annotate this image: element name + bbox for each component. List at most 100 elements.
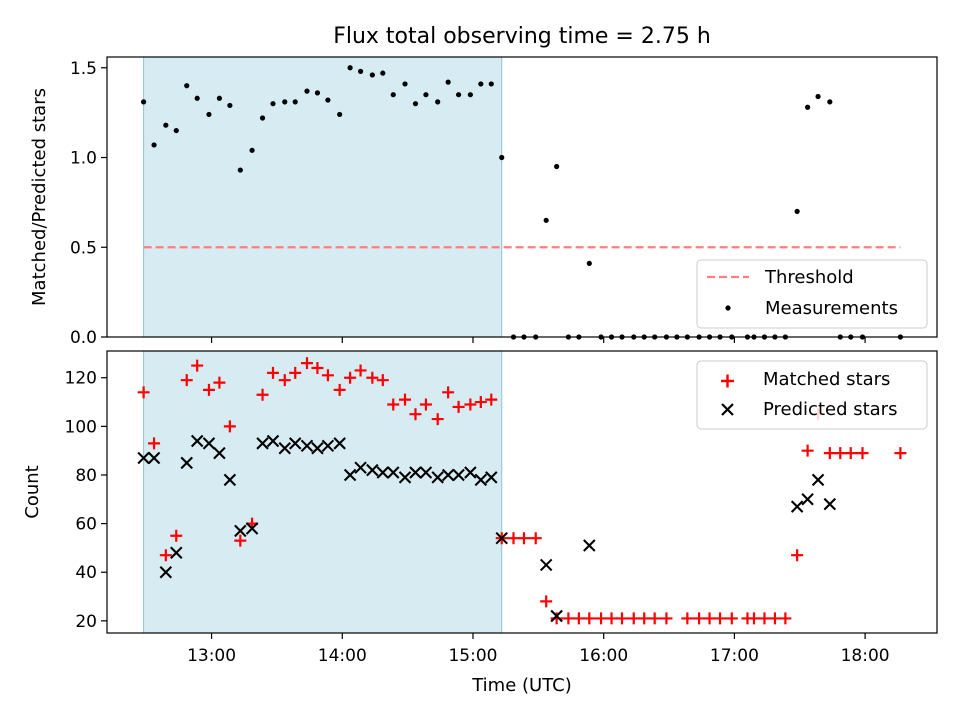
top-panel-legend: Threshold Measurements <box>696 259 928 329</box>
measurement-point <box>206 111 212 118</box>
legend-matched-label: Matched stars <box>763 369 890 390</box>
matched-stars-point <box>572 612 585 625</box>
measurement-point <box>347 65 353 71</box>
y-tick-label: 20 <box>75 612 97 632</box>
bottom-panel-legend: Matched stars Predicted stars <box>696 360 928 430</box>
measurement-point <box>488 81 494 87</box>
predicted-stars-point <box>583 539 596 552</box>
matched-stars-point <box>170 529 183 542</box>
y-tick-label: 100 <box>65 417 97 437</box>
matched-stars-point <box>180 374 193 387</box>
y-tick-label: 0.5 <box>70 238 97 258</box>
predicted-stars-point <box>790 500 804 513</box>
measurement-point <box>304 88 310 94</box>
top-panel-shaded-interval <box>143 56 503 338</box>
matched-stars-point <box>387 398 400 411</box>
measurement-point <box>270 101 276 107</box>
predicted-stars-point <box>278 441 292 455</box>
x-tick-label: 17:00 <box>710 646 759 666</box>
matched-stars-point <box>748 612 761 625</box>
matched-stars-point <box>354 364 367 377</box>
bottom-panel-y-label: Count <box>22 465 43 518</box>
legend-matched-swatch <box>721 374 734 388</box>
matched-stars-point <box>223 420 236 433</box>
matched-stars-point <box>344 371 357 384</box>
predicted-stars-point <box>180 456 193 470</box>
predicted-stars-point <box>441 468 455 482</box>
measurement-point <box>357 68 364 74</box>
predicted-stars-point <box>213 446 226 460</box>
legend-measurements-swatch <box>725 305 731 311</box>
matched-stars-point <box>409 408 422 421</box>
measurement-point <box>173 127 179 134</box>
measurement-point <box>194 95 200 101</box>
predicted-stars-point <box>409 466 422 479</box>
matched-stars-point <box>605 612 618 625</box>
y-tick-label: 80 <box>75 466 97 486</box>
y-tick-label: 60 <box>75 515 97 535</box>
predicted-stars-point <box>288 437 302 450</box>
y-tick-label: 120 <box>65 369 97 389</box>
predicted-stars-point <box>234 524 247 538</box>
matched-stars-point <box>529 532 542 545</box>
measurement-point <box>390 92 396 98</box>
predicted-stars-point <box>245 522 259 535</box>
matched-stars-point <box>191 359 204 372</box>
matched-stars-point <box>148 437 161 450</box>
predicted-stars-point <box>801 493 814 506</box>
matched-stars-point <box>234 534 247 547</box>
predicted-stars-point <box>202 437 216 450</box>
measurement-point <box>325 97 331 103</box>
matched-stars-point <box>681 612 694 625</box>
matched-stars-point <box>856 447 869 460</box>
matched-stars-point <box>844 447 857 460</box>
measurement-point <box>794 208 800 214</box>
measurement-point <box>184 83 190 89</box>
x-tick-label: 14:00 <box>318 646 367 666</box>
matched-stars-point <box>562 612 575 625</box>
predicted-stars-point <box>452 468 465 482</box>
measurement-point <box>412 101 419 107</box>
y-tick-label: 1.0 <box>70 149 97 169</box>
matched-stars-point <box>517 532 530 545</box>
predicted-stars-point <box>811 473 825 487</box>
predicted-stars-point <box>190 434 204 448</box>
matched-stars-point <box>714 612 727 625</box>
top-panel-y-ticks: 0.0 0.5 1.0 1.5 <box>70 59 107 348</box>
bottom-panel-series <box>137 357 907 625</box>
measurement-point <box>216 95 223 101</box>
matched-stars-point <box>321 369 334 382</box>
matched-stars-point <box>399 393 412 406</box>
predicted-stars-point <box>387 466 400 479</box>
matched-stars-point <box>791 549 804 562</box>
x-tick-label: 16:00 <box>579 646 628 666</box>
measurement-point <box>435 99 441 105</box>
predicted-stars-point <box>419 466 433 479</box>
measurement-point <box>249 147 255 153</box>
legend-predicted-swatch <box>721 403 734 416</box>
predicted-stars-point <box>266 434 280 448</box>
measurement-point <box>337 111 343 118</box>
measurement-point <box>237 167 243 173</box>
matched-stars-point <box>202 383 215 396</box>
matched-stars-point <box>256 388 269 401</box>
matched-stars-point <box>267 366 279 379</box>
predicted-stars-point <box>485 471 498 484</box>
matched-stars-point <box>595 612 608 625</box>
matched-stars-point <box>660 612 673 625</box>
matched-stars-point <box>703 612 716 625</box>
measurement-point <box>827 99 833 105</box>
matched-stars-point <box>485 393 498 406</box>
y-tick-label: 40 <box>75 563 97 583</box>
predicted-stars-point <box>823 497 837 511</box>
measurement-point <box>140 99 147 105</box>
predicted-stars-point <box>137 451 150 465</box>
measurement-point <box>456 92 462 98</box>
measurement-point <box>586 260 592 267</box>
predicted-stars-point <box>321 439 335 453</box>
predicted-stars-point <box>300 439 314 453</box>
top-panel-series <box>140 65 904 340</box>
matched-stars-point <box>801 444 814 457</box>
matched-stars-point <box>507 532 520 545</box>
matched-stars-point <box>213 376 226 389</box>
